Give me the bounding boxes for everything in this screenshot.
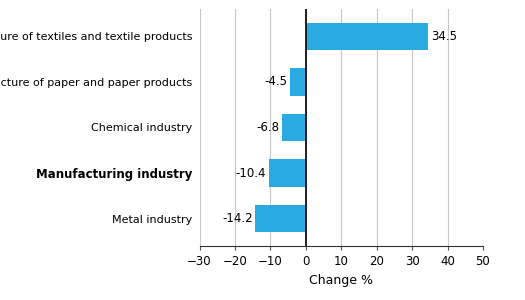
Bar xyxy=(282,114,306,141)
Bar xyxy=(290,68,306,96)
Bar xyxy=(306,23,428,50)
Text: 34.5: 34.5 xyxy=(431,30,457,43)
Text: -10.4: -10.4 xyxy=(236,167,266,180)
Text: -14.2: -14.2 xyxy=(222,212,253,225)
Text: -4.5: -4.5 xyxy=(264,75,287,88)
Bar xyxy=(269,159,306,187)
X-axis label: Change %: Change % xyxy=(309,274,373,286)
Bar xyxy=(256,205,306,232)
Text: -6.8: -6.8 xyxy=(256,121,279,134)
